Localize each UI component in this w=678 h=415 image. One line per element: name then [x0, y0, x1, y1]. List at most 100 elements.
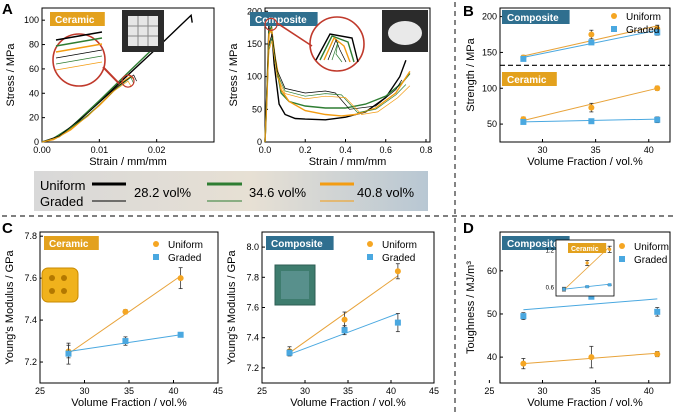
y-tick-label-B: 100 [482, 83, 497, 93]
modulus-uniform-c2-point [341, 316, 348, 323]
x-tick-label-A2: 0.8 [420, 145, 433, 155]
ceramic-tag-c-bg [44, 236, 99, 250]
y-tick-label-C2: 7.6 [246, 303, 259, 313]
legend-uniform-marker-C1 [153, 241, 159, 247]
x-tick-label-A2: 0.4 [339, 145, 352, 155]
legend-graded-label: Graded [40, 194, 83, 209]
zoom-curve-ceramic [55, 31, 103, 41]
x-tick-label-C1: 40 [168, 386, 178, 396]
y-tick-label-A1: 20 [29, 113, 39, 123]
zoom-curve-composite [327, 39, 347, 63]
legend-graded-label-B: Graded [626, 25, 659, 36]
zoom-curve-ceramic [55, 43, 103, 53]
strength-uniform-ceramic-point [588, 104, 595, 111]
x-tick-label-C2: 30 [300, 386, 310, 396]
legend-uniform-marker-C2 [367, 241, 373, 247]
inset-uniform-point [585, 261, 589, 265]
y-tick-label-A2: 200 [247, 6, 262, 16]
toughness-graded-point [654, 308, 661, 315]
legend-entry-28: 28.2 vol% [134, 185, 192, 200]
y-tick-label-D: 60 [487, 266, 497, 276]
x-tick-label-B: 40 [644, 145, 654, 155]
legend-uniform-label-C1: Uniform [168, 240, 203, 251]
x-tick-label-C1: 45 [213, 386, 223, 396]
x-tick-label-C1: 35 [124, 386, 134, 396]
composite-tag-d: Composite [507, 239, 559, 250]
x-tick-label-A1: 0.01 [91, 145, 109, 155]
fit-line-graded-d [523, 298, 658, 311]
y-axis-label-A1: Stress / MPa [5, 43, 17, 107]
legend-uniform-marker-B [611, 13, 617, 19]
x-tick-label-C2: 40 [386, 386, 396, 396]
y-tick-label-B: 200 [482, 12, 497, 22]
y-tick-label-B: 150 [482, 47, 497, 57]
inset-y-tick-label: 0.6 [546, 286, 555, 292]
stress-curve-A1 [41, 80, 132, 143]
y-tick-label-A2: 150 [247, 39, 262, 49]
ceramic-render-lattice [41, 267, 79, 303]
panel-letter-d: D [463, 220, 474, 237]
legend-entry-34: 34.6 vol% [249, 185, 307, 200]
strength-graded-composite-point [520, 55, 527, 62]
y-tick-label-A2: 100 [247, 72, 262, 82]
y-tick-label-C1: 7.4 [24, 315, 37, 325]
legend-graded-marker-C1 [153, 254, 159, 260]
x-tick-label-A2: 0.6 [379, 145, 392, 155]
toughness-uniform-point [520, 360, 527, 367]
x-tick-label-C1: 25 [35, 386, 45, 396]
plot-frame-A2 [264, 7, 431, 143]
legend-graded-marker-B [611, 26, 617, 32]
toughness-uniform-point [588, 354, 595, 361]
legend-graded-label-C2: Graded [382, 253, 415, 264]
zoom-curve-composite [319, 35, 355, 63]
legend-uniform-marker-D [619, 243, 625, 249]
fit-line-uniform-c2 [289, 275, 399, 354]
inset-y-tick-label: 1.2 [546, 248, 555, 254]
panel-letter-c: C [2, 220, 13, 237]
composite-photo [382, 10, 428, 52]
y-tick-label-A2: 0 [257, 137, 262, 147]
x-axis-label-C1: Volume Fraction / vol.% [71, 397, 187, 409]
composite-tag-b-bg [502, 10, 570, 24]
zoom-arrow-ceramic [102, 66, 120, 85]
legend-graded-marker-D [619, 256, 625, 262]
zoom-curve-ceramic [55, 61, 103, 71]
panel-letter-a: A [2, 1, 13, 18]
x-tick-label-B: 30 [537, 145, 547, 155]
plot-frame-D [499, 231, 671, 384]
composite-tag-c-bg [266, 236, 334, 250]
x-tick-label-A2: 0.0 [259, 145, 272, 155]
inset-uniform-point [608, 247, 612, 251]
x-tick-label-C1: 30 [79, 386, 89, 396]
x-tick-label-D: 35 [591, 386, 601, 396]
zoom-curve-composite [323, 36, 351, 63]
zoom-curve-ceramic [55, 55, 103, 65]
composite-tag-d-bg [502, 236, 570, 250]
x-axis-label-C2: Volume Fraction / vol.% [290, 397, 406, 409]
stress-curve-A1 [41, 74, 137, 143]
x-tick-label-D: 40 [644, 386, 654, 396]
modulus-graded-c1-point [122, 338, 129, 345]
strength-graded-ceramic-point [520, 118, 527, 125]
stress-curve-A2 [264, 33, 403, 143]
y-axis-label-C2: Young's Modulus / GPa [226, 250, 238, 365]
y-tick-label-C2: 7.8 [246, 272, 259, 282]
panel-letter-b: B [463, 3, 474, 20]
x-tick-label-C2: 45 [429, 386, 439, 396]
modulus-graded-c1-point [177, 331, 184, 338]
fit-line-uniform-ceramic [523, 87, 658, 121]
fit-line-uniform-c1 [68, 275, 181, 355]
modulus-graded-c1-point [65, 350, 72, 357]
modulus-graded-c2-point [394, 319, 401, 326]
y-axis-label-C1: Young's Modulus / GPa [4, 250, 16, 365]
y-tick-label-A1: 80 [29, 40, 39, 50]
legend-graded-label-D: Graded [634, 255, 667, 266]
x-tick-label-A1: 0.00 [33, 145, 51, 155]
composite-tag-a-bg [250, 12, 318, 26]
zoom-target-composite [264, 17, 278, 31]
ceramic-tag-b-bg [502, 72, 557, 86]
composite-tag-b: Composite [507, 13, 559, 24]
modulus-graded-c2-point [286, 349, 293, 356]
legend-entry-40: 40.8 vol% [357, 185, 415, 200]
